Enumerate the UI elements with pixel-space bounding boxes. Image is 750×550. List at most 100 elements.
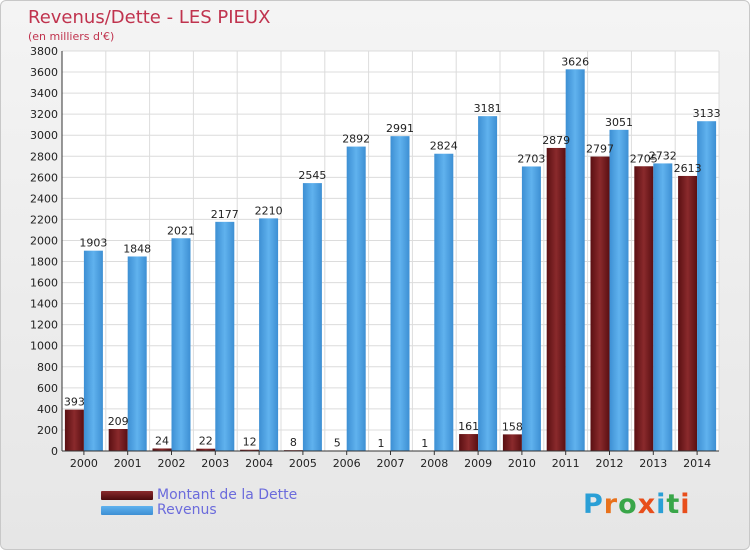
labels-layer: 393 1903 209 1848 24 2021 22 2177 12 2210 8 2545 5 28… [64,55,721,450]
legend-label-debt: Montant de la Dette [157,487,298,503]
y-tick-label: 3000 [30,129,58,142]
x-tick-label: 2013 [639,457,667,470]
y-tick-label: 2800 [30,150,58,163]
y-tick-label: 800 [37,361,58,374]
bar-revenue [83,250,103,451]
legend-item-debt: Montant de la Dette [101,488,297,503]
data-label-revenue: 2545 [298,169,326,182]
bar-revenue [302,183,322,451]
data-label-revenue: 3626 [561,55,589,68]
y-tick-label: 2200 [30,213,58,226]
data-label-debt: 22 [199,435,213,448]
legend-swatch-revenue [101,506,153,515]
data-label-debt: 393 [64,396,85,409]
x-tick-label: 2011 [552,457,580,470]
data-label-revenue: 2824 [430,140,458,153]
data-label-debt: 161 [458,420,479,433]
bar-debt [634,166,654,451]
data-label-revenue: 2021 [167,224,195,237]
y-tick-label: 3600 [30,66,58,79]
chart-title: Revenus/Dette - LES PIEUX [28,7,271,28]
axis-layer: 0 200 400 600 800 1000 1200 1400 1600 1800 2000 220… [30,45,719,470]
bar-debt [546,147,566,451]
x-tick-label: 2005 [289,457,317,470]
data-label-debt: 1 [378,437,385,450]
data-label-revenue: 3181 [474,102,502,115]
data-label-debt: 209 [108,415,129,428]
bar-debt [502,434,522,451]
data-label-revenue: 2210 [255,204,283,217]
bar-revenue [346,146,366,451]
bar-revenue [171,238,191,451]
legend: Montant de la Dette Revenus [101,488,297,518]
bar-revenue [215,221,235,451]
data-label-debt: 12 [243,436,257,449]
bar-debt [64,409,84,451]
logo-letter: t [666,489,681,520]
proxiti-logo: Proxiti [583,489,691,520]
legend-item-revenue: Revenus [101,503,297,518]
logo-letter: r [603,489,619,520]
y-tick-label: 1000 [30,340,58,353]
x-tick-label: 2009 [464,457,492,470]
bars-layer [64,69,717,452]
logo-letter: o [618,489,638,520]
x-tick-label: 2007 [377,457,405,470]
bar-debt [152,448,172,451]
x-tick-label: 2003 [201,457,229,470]
x-tick-label: 2002 [158,457,186,470]
data-label-debt: 158 [502,420,523,433]
bar-revenue [390,136,410,451]
bar-debt [108,429,128,451]
data-label-debt: 2797 [586,143,614,156]
bar-revenue [697,121,717,452]
legend-swatch-debt [101,491,153,500]
bar-debt [590,156,610,451]
bar-debt [240,449,260,451]
x-tick-label: 2014 [683,457,711,470]
logo-letter: x [637,489,657,520]
y-tick-label: 1200 [30,319,58,332]
data-label-revenue: 1848 [123,242,151,255]
data-label-revenue: 2177 [211,208,239,221]
data-label-debt: 2705 [630,152,658,165]
x-tick-label: 2004 [245,457,273,470]
bar-revenue [434,153,454,451]
data-label-revenue: 1903 [79,237,107,250]
bar-revenue [478,116,498,451]
bar-revenue [609,129,629,451]
data-label-revenue: 3133 [693,107,721,120]
bar-debt [678,175,698,451]
data-label-revenue: 2703 [517,152,545,165]
bar-revenue [127,256,147,451]
legend-label-revenue: Revenus [157,502,217,518]
bar-revenue [653,163,673,451]
y-tick-label: 3800 [30,45,58,58]
y-tick-label: 200 [37,424,58,437]
bar-debt [196,448,216,451]
data-label-revenue: 3051 [605,116,633,129]
data-label-revenue: 2892 [342,133,370,146]
bar-revenue [521,166,541,451]
data-label-debt: 8 [290,436,297,449]
data-label-debt: 2879 [542,134,570,147]
data-label-debt: 1 [421,437,428,450]
chart-subtitle: (en milliers d'€) [28,30,115,43]
x-tick-label: 2008 [420,457,448,470]
y-tick-label: 0 [51,445,58,458]
y-tick-label: 1600 [30,277,58,290]
x-tick-label: 2001 [114,457,142,470]
logo-letter: i [656,489,667,520]
y-tick-label: 1400 [30,298,58,311]
x-tick-label: 2010 [508,457,536,470]
x-tick-label: 2006 [333,457,361,470]
data-label-revenue: 2991 [386,122,414,135]
y-tick-label: 2400 [30,192,58,205]
x-tick-label: 2000 [70,457,98,470]
bar-revenue [259,218,279,451]
bar-debt [459,434,479,451]
y-tick-label: 3200 [30,108,58,121]
bar-revenue [565,69,585,451]
